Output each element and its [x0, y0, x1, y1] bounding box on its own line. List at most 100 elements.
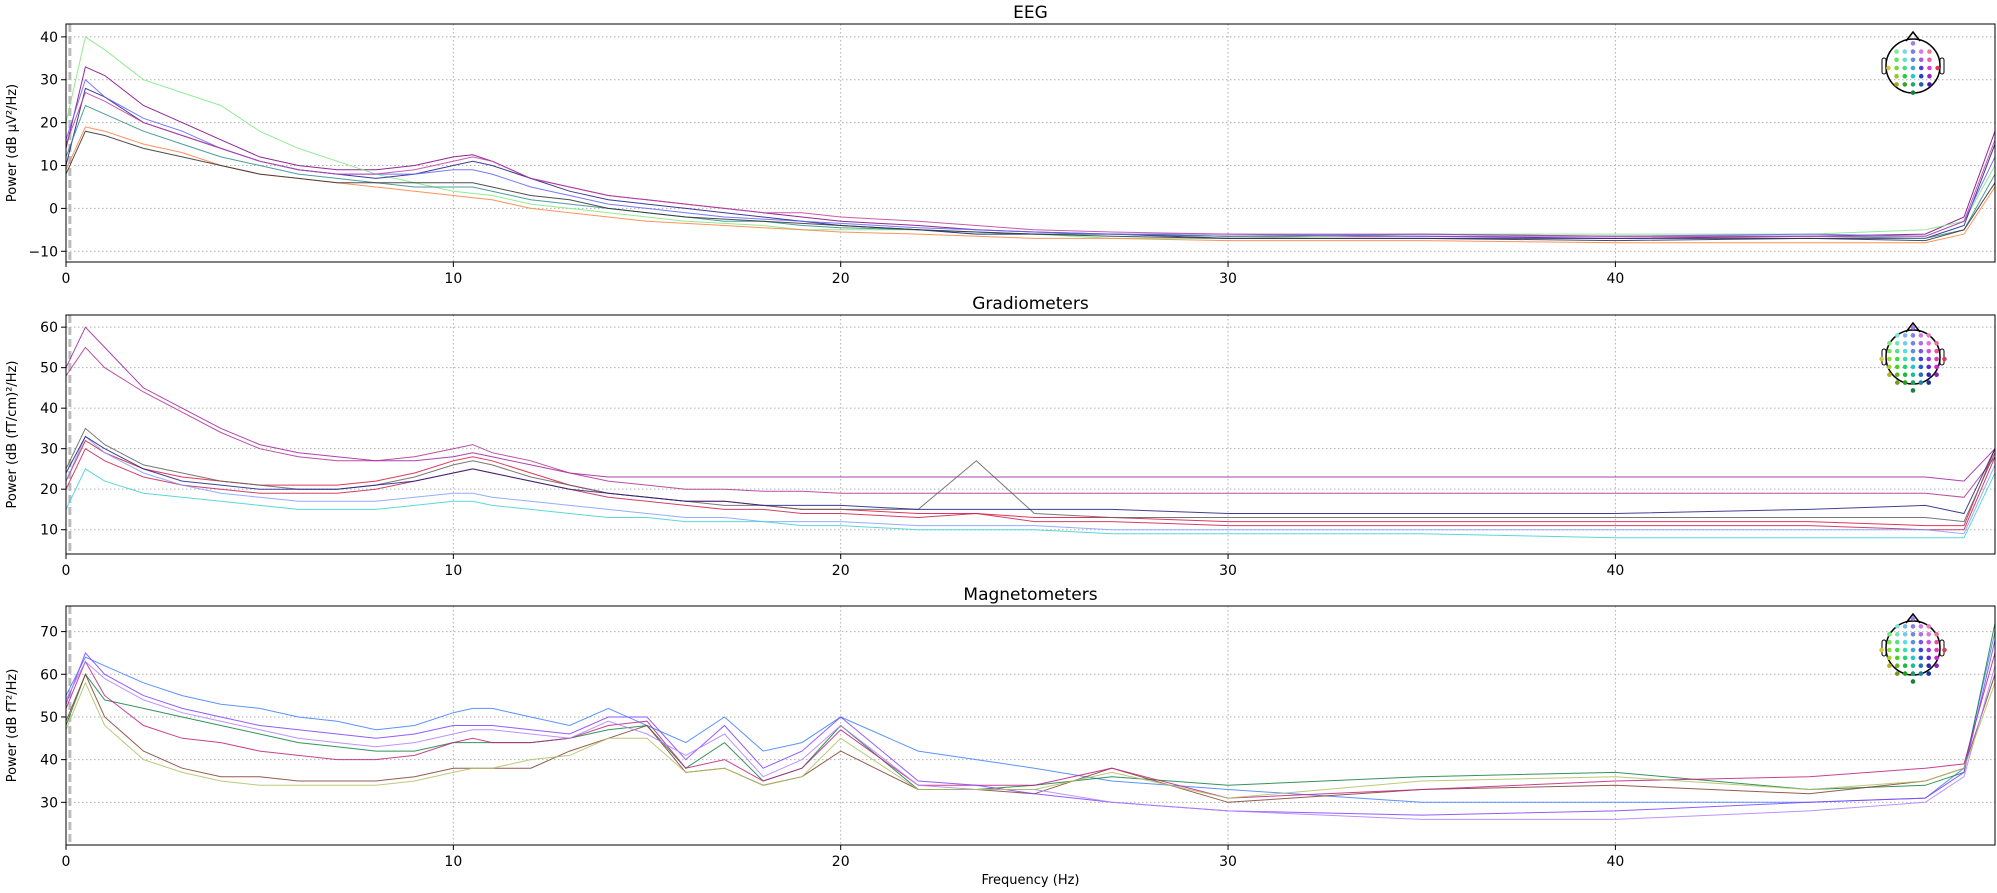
sensor-dot	[1910, 655, 1916, 661]
sensor-dot	[1902, 671, 1908, 676]
sensor-dot	[1918, 647, 1924, 653]
sensor-dot	[1894, 655, 1900, 661]
sensor-dot	[1887, 356, 1892, 362]
sensor-dot	[1918, 631, 1924, 637]
sensor-dot	[1918, 624, 1924, 629]
sensor-dot	[1918, 655, 1924, 661]
sensor-dot	[1934, 356, 1939, 362]
sensor-dot	[1918, 57, 1924, 63]
sensor-layout-inset	[1881, 30, 1945, 95]
sensor-dot	[1926, 663, 1932, 669]
x-tick-label: 30	[1219, 271, 1237, 287]
sensor-dot	[1887, 663, 1892, 669]
sensor-dot	[1910, 388, 1916, 393]
y-tick-label: 60	[40, 667, 58, 683]
sensor-dot	[1887, 364, 1892, 370]
sensor-dot	[1902, 631, 1908, 637]
panel-gradiometers: 0 10 20 30 40 10 20 30 40 50 60 Gradiometers Power (…	[5, 294, 1996, 579]
sensor-dot	[1894, 73, 1899, 79]
sensor-dot	[1902, 57, 1908, 63]
series-line-ch7	[66, 130, 1995, 242]
x-tick-label: 0	[62, 271, 71, 287]
sensor-dot	[1926, 356, 1932, 362]
sensor-dot	[1926, 624, 1932, 629]
sensor-dot	[1887, 340, 1892, 346]
series-line-ch6	[66, 468, 1995, 539]
sensor-dot	[1902, 372, 1908, 378]
sensor-dot	[1887, 655, 1892, 661]
sensor-dot	[1887, 639, 1892, 645]
sensor-dot	[1902, 348, 1908, 354]
series-line-ch3	[66, 673, 1995, 803]
sensor-dot	[1910, 631, 1916, 637]
sensor-dot	[1887, 372, 1892, 378]
series-line-ch7	[66, 681, 1995, 799]
y-tick-label: 40	[40, 753, 58, 769]
x-tick-label: 10	[444, 854, 462, 870]
series-line-ch4	[66, 126, 1995, 244]
sensor-dot	[1926, 348, 1932, 354]
sensor-dot	[1918, 380, 1924, 385]
series-line-ch2	[66, 622, 1995, 791]
panel-title: Gradiometers	[972, 294, 1089, 314]
panel-magnetometers: 0 10 20 30 40 30 40 50 60 70 Magnetometers Power (d…	[5, 585, 1996, 888]
sensor-dot	[1934, 348, 1939, 354]
axes-frame	[65, 314, 1996, 555]
sensor-dot	[1894, 57, 1899, 63]
x-tick-label: 30	[1219, 854, 1237, 870]
sensor-dot	[1910, 639, 1916, 645]
x-tick-label: 20	[832, 854, 850, 870]
y-tick-label: 0	[49, 201, 58, 217]
sensor-dot	[1927, 49, 1932, 54]
sensor-dot	[1918, 364, 1924, 370]
right-ear-outline	[1939, 57, 1945, 75]
y-tick-label: 30	[40, 795, 58, 811]
sensor-dot	[1910, 356, 1916, 362]
series-line-ch8	[66, 91, 1995, 237]
sensor-dot	[1902, 663, 1908, 669]
sensor-dot	[1879, 647, 1884, 653]
sensor-dot	[1902, 356, 1908, 362]
sensor-dot	[1926, 333, 1932, 338]
nose-outline	[1905, 30, 1921, 42]
sensor-dot	[1894, 348, 1900, 354]
sensor-dot	[1926, 340, 1932, 346]
sensor-dot	[1910, 65, 1916, 71]
series-line-ch7	[66, 427, 1995, 523]
sensor-dot	[1910, 73, 1916, 79]
series-line-ch6	[66, 660, 1995, 820]
sensor-dot	[1918, 348, 1924, 354]
x-tick-label: 0	[62, 563, 71, 579]
sensor-dot	[1918, 372, 1924, 378]
x-tick-label: 0	[62, 854, 71, 870]
sensor-dot	[1902, 340, 1908, 346]
y-axis-label: Power (dB (fT/cm)²/Hz)	[5, 361, 20, 509]
sensor-dot	[1894, 647, 1900, 653]
series-line-ch1	[66, 66, 1995, 239]
sensor-dot	[1926, 639, 1932, 645]
series-line-ch3	[66, 87, 1995, 239]
x-tick-label: 20	[832, 271, 850, 287]
series-line-ch5	[66, 435, 1995, 535]
sensor-dot	[1918, 73, 1924, 79]
sensor-dot	[1926, 647, 1932, 653]
sensor-dot	[1902, 647, 1908, 653]
series-line-ch3	[66, 439, 1995, 527]
sensor-dot	[1934, 631, 1939, 637]
sensor-dot	[1879, 356, 1884, 362]
sensor-dot	[1902, 82, 1908, 87]
nose-outline	[1905, 321, 1921, 333]
sensor-dot	[1894, 380, 1900, 385]
sensor-dot	[1894, 372, 1900, 378]
y-axis-label: Power (dB µV²/Hz)	[5, 84, 20, 202]
sensor-dot	[1918, 340, 1924, 346]
sensor-dot	[1902, 65, 1908, 71]
sensor-dot	[1927, 57, 1932, 63]
sensor-dot	[1934, 340, 1939, 346]
y-tick-label: 20	[40, 116, 58, 132]
sensor-dot	[1918, 333, 1924, 338]
sensor-dot	[1910, 57, 1916, 63]
sensor-dot	[1926, 671, 1932, 676]
left-ear-outline	[1881, 57, 1887, 75]
sensor-dot	[1942, 647, 1947, 653]
